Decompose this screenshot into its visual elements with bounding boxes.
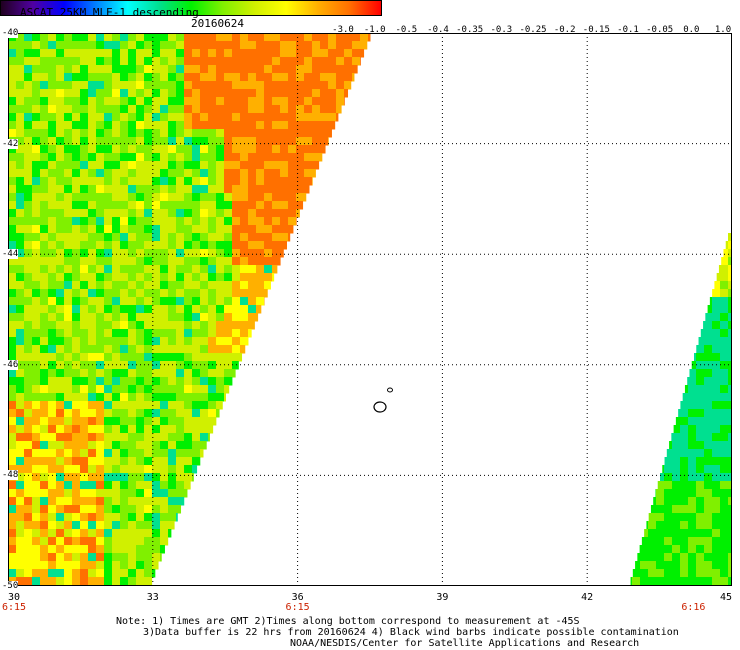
colorbar-label: -0.35 bbox=[456, 25, 484, 35]
colorbar-label: 1.0 bbox=[714, 25, 732, 35]
colorbar-label: -0.5 bbox=[395, 25, 418, 35]
island-outline bbox=[373, 387, 393, 413]
lon-label: 42 bbox=[581, 592, 594, 603]
colorbar-label: -0.25 bbox=[519, 25, 547, 35]
map-frame bbox=[8, 33, 732, 586]
swath-map bbox=[8, 33, 732, 586]
lat-label: -46 bbox=[2, 359, 19, 370]
map-title: ASCAT 25KM MLE-1 descending bbox=[20, 6, 199, 19]
lon-label: 45 bbox=[719, 592, 733, 603]
colorbar bbox=[0, 0, 382, 16]
swath-cells bbox=[8, 33, 732, 586]
colorbar-label: -0.05 bbox=[646, 25, 674, 35]
colorbar-label: 0.0 bbox=[683, 25, 700, 35]
lat-label: -40 bbox=[2, 28, 19, 38]
colorbar-gradient bbox=[1, 1, 381, 15]
colorbar-label: -0.1 bbox=[617, 25, 639, 35]
lon-label: 36 bbox=[291, 592, 304, 603]
colorbar-label: -1.0 bbox=[363, 25, 386, 35]
time-label: 6:15 bbox=[1, 602, 27, 613]
colorbar-label: -0.15 bbox=[582, 25, 610, 35]
lat-label: -42 bbox=[2, 138, 19, 149]
lon-label: 39 bbox=[436, 592, 449, 603]
note-line-3: NOAA/NESDIS/Center for Satellite Applica… bbox=[290, 638, 640, 649]
graticule bbox=[8, 33, 732, 586]
lon-label: 30 bbox=[7, 592, 21, 603]
colorbar-label: -0.2 bbox=[553, 25, 576, 35]
time-label: 6:16 bbox=[681, 602, 706, 613]
lat-label: -50 bbox=[2, 581, 19, 591]
lat-label: -48 bbox=[2, 470, 19, 481]
colorbar-label: -0.3 bbox=[490, 25, 513, 35]
note-line-1: Note: 1) Times are GMT 2)Times along bot… bbox=[116, 616, 580, 627]
time-label: 6:15 bbox=[285, 602, 310, 613]
map-date: 20160624 bbox=[191, 17, 244, 30]
note-line-2: 3)Data buffer is 22 hrs from 20160624 4)… bbox=[143, 627, 679, 638]
lat-label: -44 bbox=[2, 249, 19, 260]
lon-label: 33 bbox=[146, 592, 159, 603]
colorbar-label: -3.0 bbox=[332, 25, 354, 35]
colorbar-label: -0.4 bbox=[427, 25, 449, 35]
